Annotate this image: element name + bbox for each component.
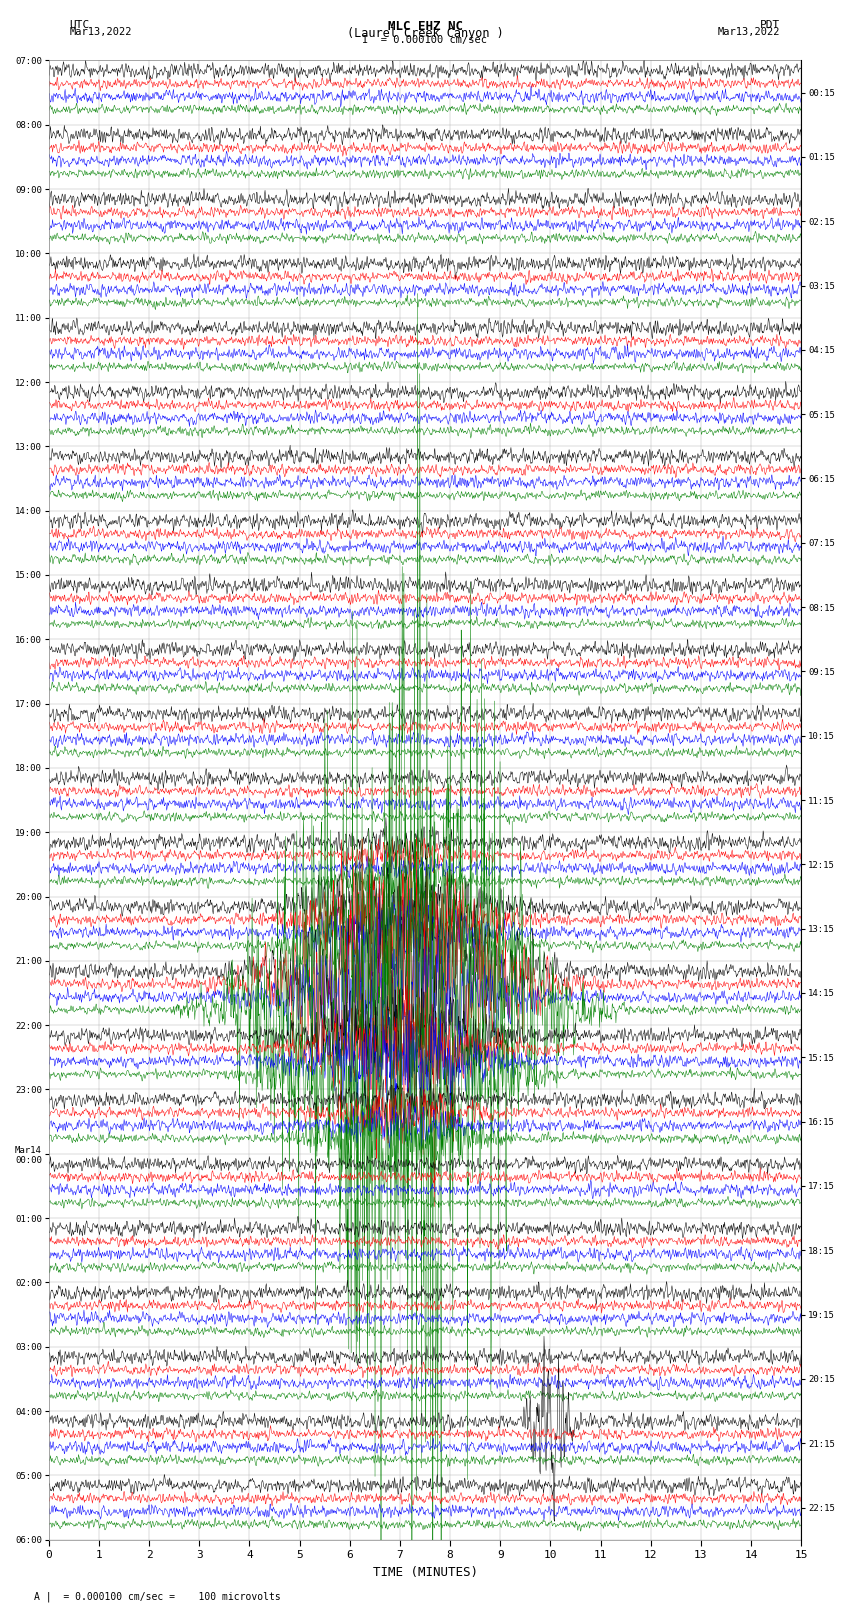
Text: Mar13,2022: Mar13,2022 [70,27,133,37]
Text: UTC: UTC [70,19,90,31]
Text: A |  = 0.000100 cm/sec =    100 microvolts: A | = 0.000100 cm/sec = 100 microvolts [34,1590,280,1602]
Text: MLC EHZ NC: MLC EHZ NC [388,19,462,34]
Text: (Laurel Creek Canyon ): (Laurel Creek Canyon ) [347,27,503,40]
Text: Mar13,2022: Mar13,2022 [717,27,780,37]
Text: I  = 0.000100 cm/sec: I = 0.000100 cm/sec [362,35,488,45]
X-axis label: TIME (MINUTES): TIME (MINUTES) [372,1566,478,1579]
Text: PDT: PDT [760,19,780,31]
